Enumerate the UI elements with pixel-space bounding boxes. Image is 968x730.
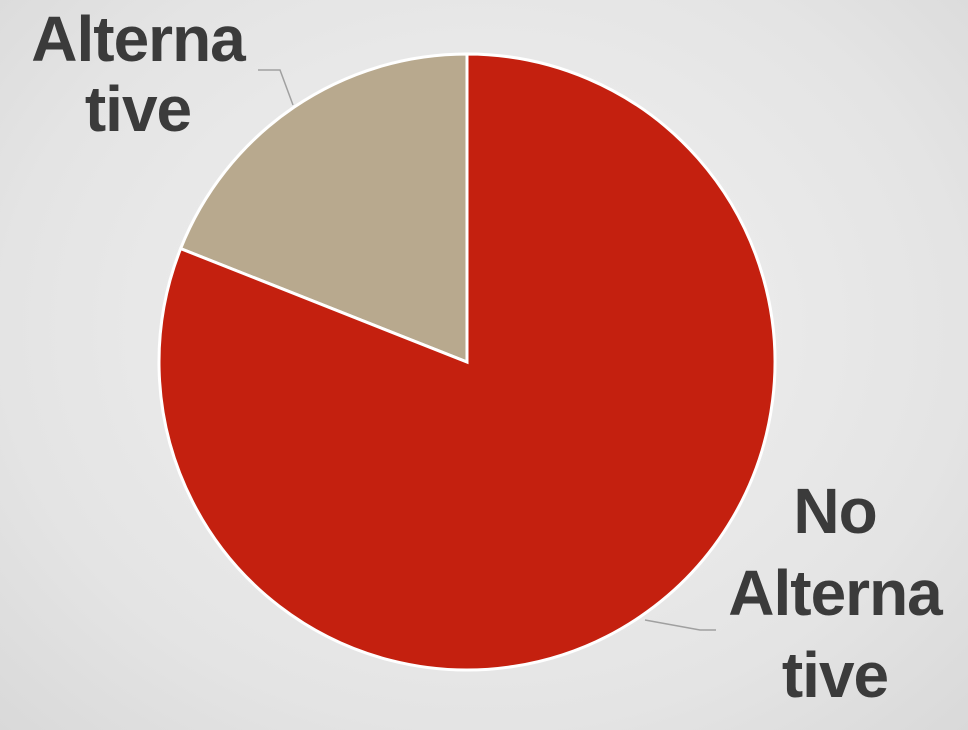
slice-label: Alternative xyxy=(31,3,246,145)
slice-label: No Alternative xyxy=(728,475,943,711)
leader-line xyxy=(644,619,716,631)
pie-slice xyxy=(157,52,777,672)
pie-slice xyxy=(178,52,469,365)
leader-line xyxy=(258,69,294,106)
